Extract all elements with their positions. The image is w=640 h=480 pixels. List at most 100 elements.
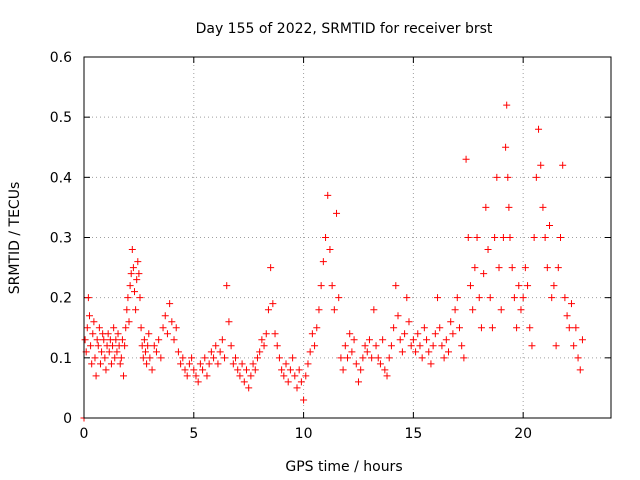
- data-point: [352, 360, 360, 368]
- data-point: [92, 372, 100, 380]
- data-point: [513, 324, 521, 332]
- data-point: [236, 372, 244, 380]
- data-point: [201, 354, 209, 362]
- data-point: [322, 234, 330, 241]
- data-point: [111, 354, 119, 362]
- y-tick-label: 0.2: [50, 291, 72, 307]
- data-point: [425, 348, 433, 356]
- data-point: [284, 378, 292, 386]
- data-point: [469, 306, 477, 314]
- data-point: [357, 366, 365, 374]
- data-point: [293, 384, 301, 392]
- data-point: [118, 336, 126, 344]
- data-point: [87, 342, 95, 350]
- data-point: [372, 342, 380, 350]
- data-point: [475, 294, 483, 302]
- data-point: [552, 342, 560, 350]
- data-point: [137, 324, 145, 332]
- data-point: [451, 306, 459, 314]
- data-point: [354, 378, 362, 386]
- data-point: [135, 270, 143, 278]
- data-point: [227, 342, 235, 350]
- data-point: [205, 360, 213, 368]
- data-point: [570, 342, 578, 350]
- tick-labels: 0 5 10 15 20 0 0.1 0.2 0.3 0.4 0.5 0.6: [50, 50, 532, 442]
- data-point: [102, 366, 110, 374]
- data-point: [161, 312, 169, 320]
- data-point: [368, 354, 376, 362]
- data-point: [416, 342, 424, 350]
- data-point: [550, 282, 558, 290]
- data-point: [90, 318, 98, 326]
- data-point: [286, 366, 294, 374]
- data-point: [256, 348, 264, 356]
- data-point: [567, 300, 575, 308]
- data-point: [381, 366, 389, 374]
- data-point: [420, 324, 428, 332]
- data-point: [148, 366, 156, 374]
- data-point: [541, 234, 549, 241]
- data-point: [482, 203, 490, 211]
- data-point: [565, 324, 573, 332]
- data-point: [133, 276, 141, 284]
- data-point: [146, 354, 154, 362]
- data-point: [429, 342, 437, 350]
- data-point: [508, 264, 516, 272]
- data-point: [89, 330, 97, 338]
- data-point: [442, 336, 450, 344]
- data-point: [128, 246, 136, 254]
- data-point: [85, 312, 93, 320]
- data-point: [289, 354, 297, 362]
- data-point: [302, 372, 310, 380]
- data-point: [524, 282, 532, 290]
- data-point: [491, 234, 499, 241]
- data-point: [194, 378, 202, 386]
- data-point: [401, 330, 409, 338]
- data-point: [409, 336, 417, 344]
- data-point: [363, 348, 371, 356]
- data-point: [572, 324, 580, 332]
- data-point: [291, 372, 299, 380]
- data-point: [155, 336, 163, 344]
- data-point: [238, 360, 246, 368]
- data-point: [324, 191, 332, 199]
- y-tick-label: 0.6: [50, 50, 72, 66]
- data-point: [212, 342, 220, 350]
- data-point: [578, 336, 586, 344]
- data-point: [561, 294, 569, 302]
- data-point: [453, 294, 461, 302]
- data-point: [546, 221, 554, 229]
- data-point: [253, 354, 261, 362]
- data-point: [251, 366, 259, 374]
- data-point: [519, 294, 527, 302]
- data-point: [385, 354, 393, 362]
- data-point: [449, 330, 457, 338]
- data-point: [140, 336, 148, 344]
- data-point: [163, 330, 171, 338]
- data-point: [177, 360, 185, 368]
- data-point: [159, 324, 167, 332]
- data-point: [403, 294, 411, 302]
- data-point: [273, 342, 281, 350]
- data-point: [361, 342, 369, 350]
- data-point: [123, 306, 131, 314]
- data-point: [346, 330, 354, 338]
- data-point: [264, 306, 272, 314]
- data-point: [462, 155, 470, 163]
- data-point: [528, 342, 536, 350]
- data-point: [157, 354, 165, 362]
- x-axis-label: GPS time / hours: [285, 459, 402, 475]
- data-point: [505, 203, 513, 211]
- x-tick-label: 0: [80, 426, 89, 442]
- data-point: [440, 354, 448, 362]
- data-point: [121, 342, 129, 350]
- data-point: [387, 342, 395, 350]
- data-point: [376, 360, 384, 368]
- data-point: [559, 161, 567, 169]
- data-point: [132, 306, 140, 314]
- data-point: [185, 360, 193, 368]
- data-point: [484, 246, 492, 254]
- data-point: [466, 282, 474, 290]
- data-point: [502, 143, 510, 151]
- data-point: [129, 264, 137, 272]
